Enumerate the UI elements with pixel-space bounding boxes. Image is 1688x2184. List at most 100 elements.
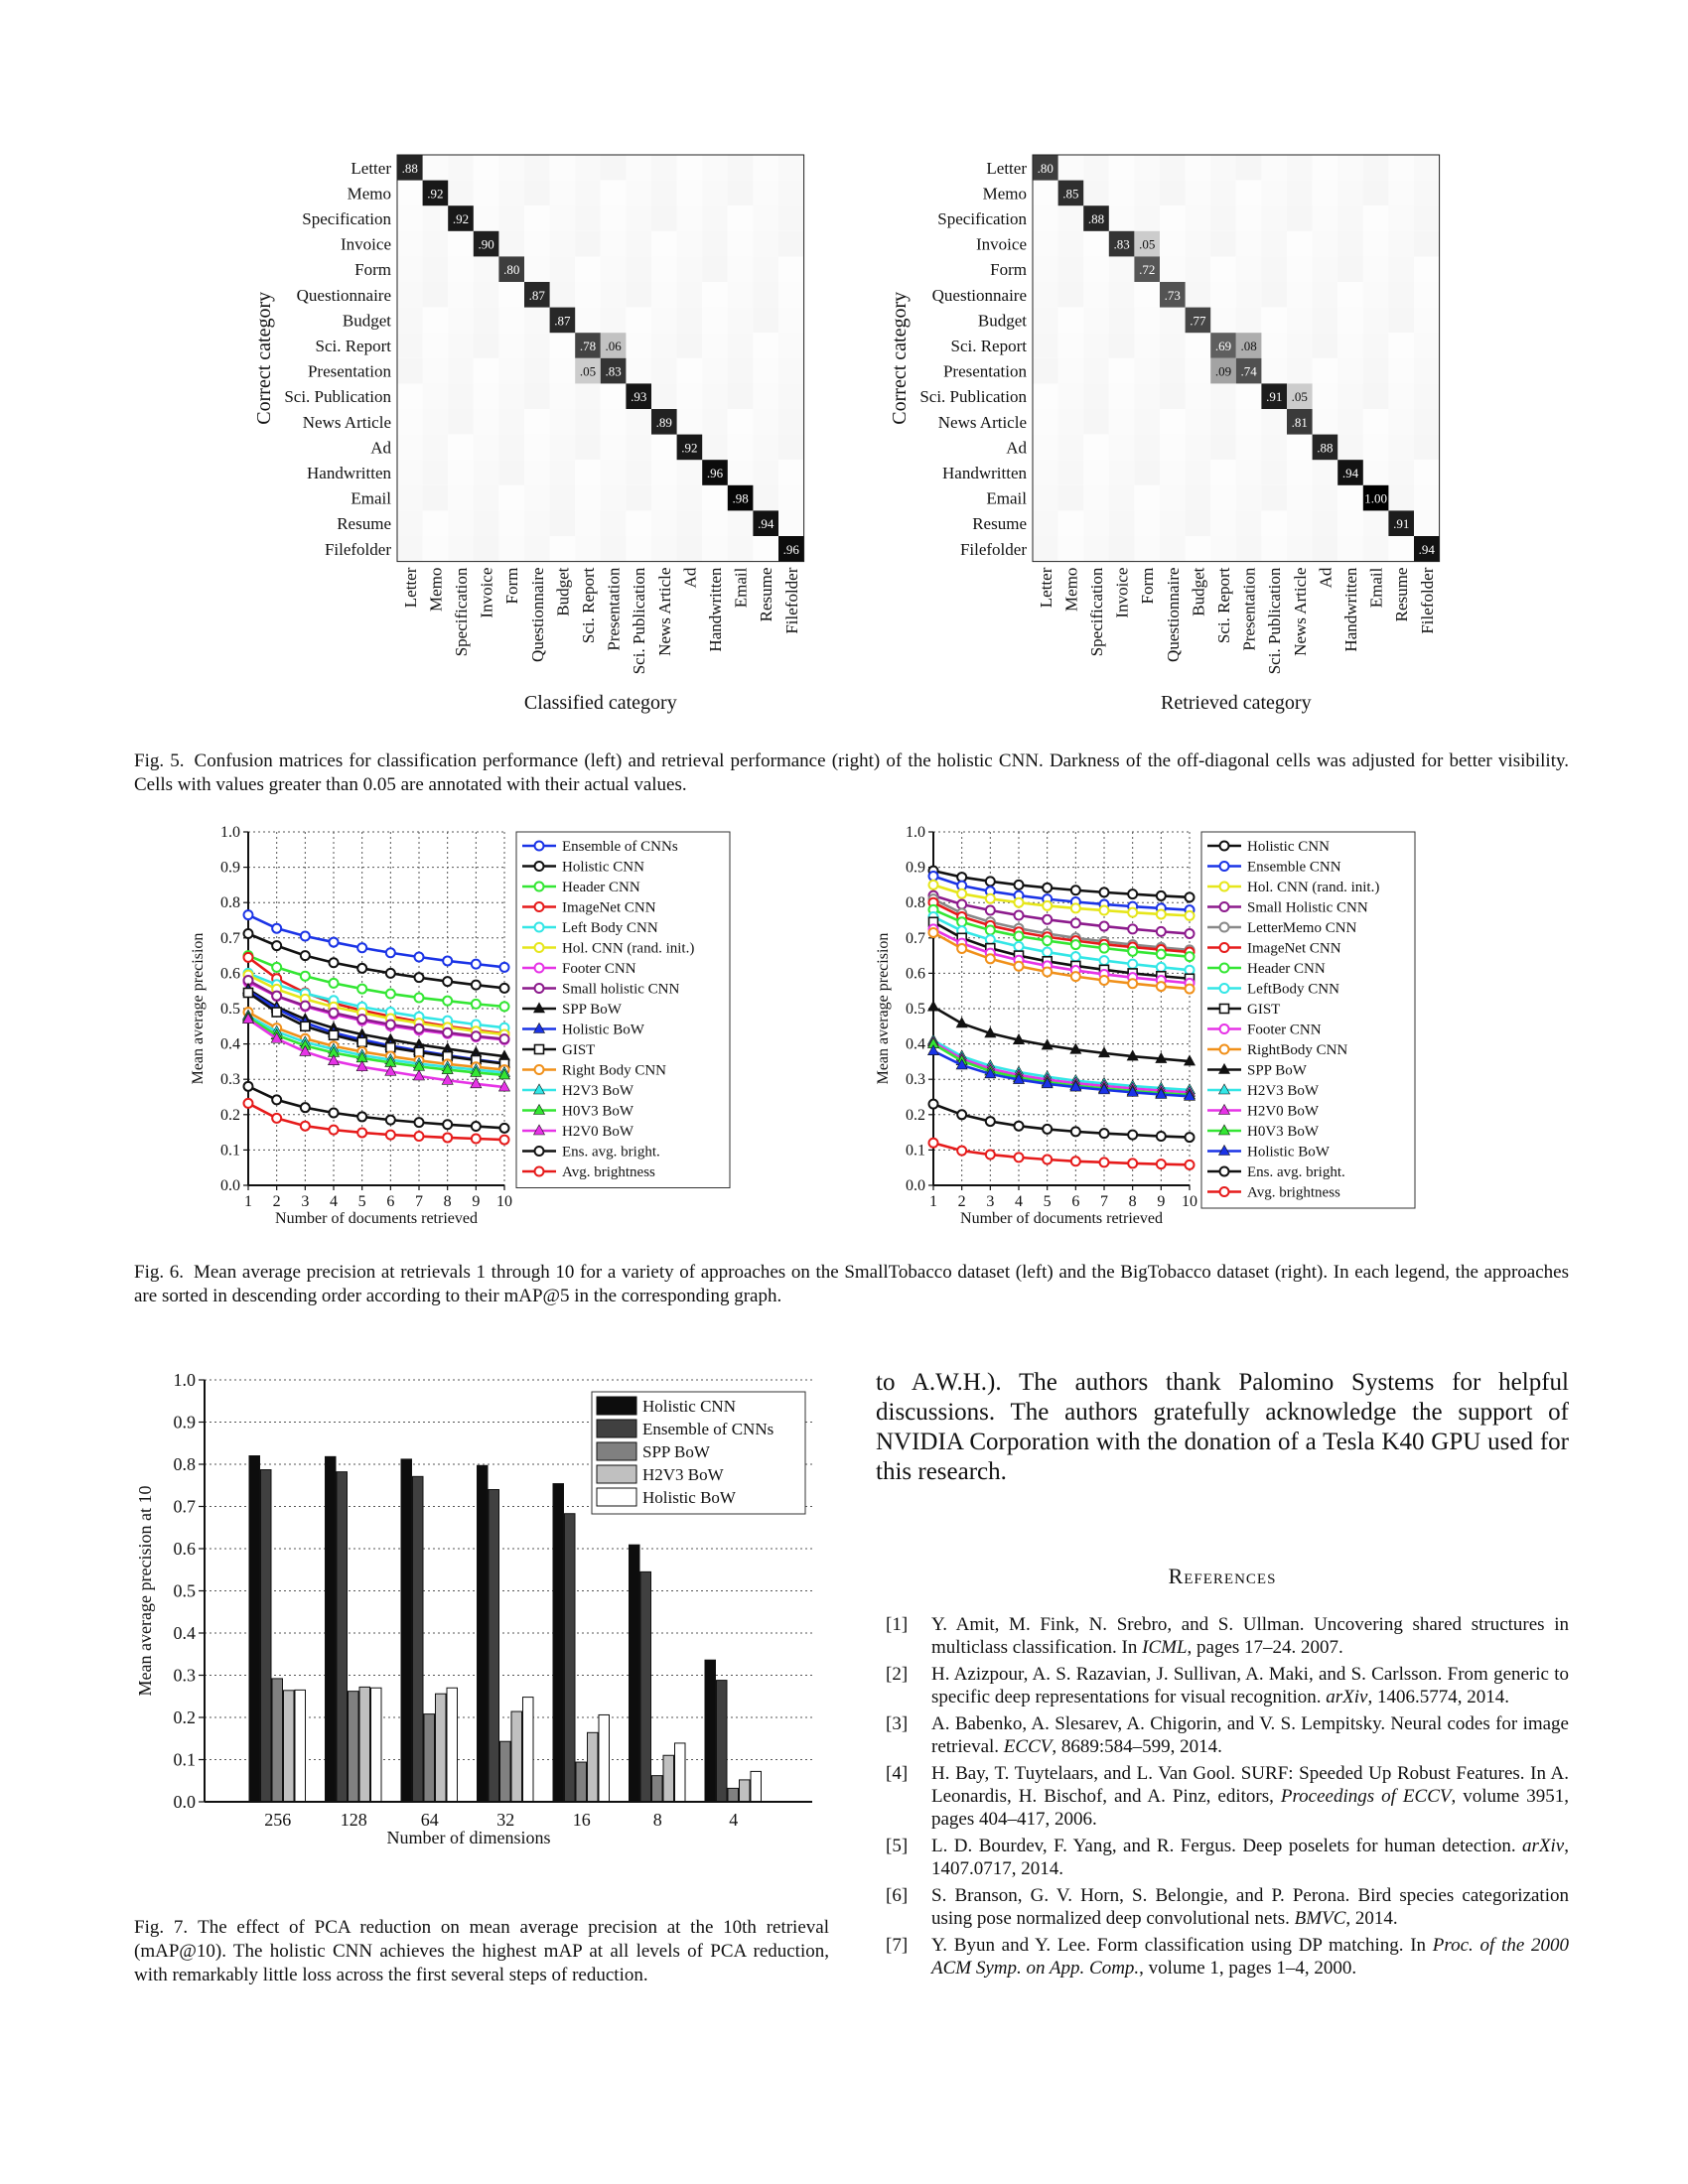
fig6-right-y-tick-label: 0.1 [906,1142,925,1159]
fig6-right-legend-label: Ensemble CNN [1247,860,1341,876]
fig6-left-legend-label: Left Body CNN [562,920,658,936]
cm-right-cell-value: .77 [1190,313,1206,328]
fig6-right-series-line [932,869,1191,899]
fig6-left-series-ens-avg-bright [242,1080,510,1134]
reference-item: [1] Y. Amit, M. Fink, N. Srebro, and S. U… [886,1613,1569,1659]
fig6-right-series-avg-brightness [927,1137,1196,1170]
cm-right-row-label: Handwritten [942,464,1027,482]
fig6-right-point [1127,1158,1139,1169]
fig6-left-point [413,1131,425,1143]
fig7-bar-holistic-bow [370,1687,382,1803]
fig6-right-legend-label: Small Holistic CNN [1247,900,1368,916]
fig7-bar-h2v3-bow [358,1686,370,1803]
fig6-right-point [1155,1051,1168,1063]
fig6-right-legend-marker [1217,1083,1231,1095]
fig7-bar-holistic-cnn [400,1458,412,1803]
fig6-right-point [956,1145,968,1157]
fig6-left-legend-marker [532,1083,546,1095]
fig6-left-legend-label: Small holistic CNN [562,982,680,998]
fig6-left-point [299,1120,311,1132]
fig6-right-series-line [932,893,1191,935]
fig6-right-point [1155,925,1167,937]
fig7-y-tick-label: 0.4 [174,1623,197,1643]
cm-left-cell-value: .80 [503,262,519,277]
fig6-right-legend-label: LeftBody CNN [1247,982,1339,998]
fig7-bar-h2v3-bow [435,1693,447,1803]
fig6-left-point [384,1114,396,1126]
fig6-left-point [328,957,340,969]
cm-left-cell-value: .94 [758,516,774,531]
fig6-right-legend-marker [1217,1124,1231,1136]
fig6-right-point [984,1116,996,1128]
fig6-left-x-tick-label: 7 [415,1193,423,1210]
cm-right-col-label: Resume [1392,568,1411,622]
fig6-right-point [984,953,996,965]
fig6-left-point [413,992,425,1004]
fig6-right-legend-label: H2V3 BoW [1247,1083,1320,1099]
fig6-right-point [1013,1152,1025,1163]
reference-text: H. Azizpour, A. S. Razavian, J. Sullivan… [931,1663,1569,1708]
fig6-left-point [356,1014,368,1025]
reference-authors-title: A. Babenko, A. Slesarev, A. Chigorin, an… [931,1713,1569,1757]
fig6-left-x-tick-label: 5 [358,1193,366,1210]
fig6-left-legend-marker [533,921,545,933]
fig6-right-x-tick-label: 7 [1100,1193,1108,1210]
fig6-left-point [271,1112,283,1124]
fig6-left-point [470,958,482,970]
cm-left-cell [600,333,627,358]
fig6-right-point [1127,945,1139,957]
cm-left-cell-value: .78 [580,339,596,353]
fig7-bar-h2v3-bow [587,1731,599,1803]
fig6-right-point [1098,942,1110,954]
fig6-left-y-tick-label: 0.4 [220,1036,240,1053]
cm-left-cell-value: .89 [656,415,672,430]
reference-venue: BMVC [1294,1908,1346,1929]
cm-right-cell [1057,180,1084,206]
fig6-left-point [299,1044,312,1056]
cm-left-cell [651,409,677,435]
cm-right-cell-value: 1.00 [1364,491,1387,506]
fig6-right-point [1069,971,1081,983]
fig6-left-point [413,1023,425,1034]
cm-left-row-label: Specification [302,209,391,228]
fig6-right-point [1155,961,1167,973]
fig6-right-point [1098,887,1110,898]
fig6-left-legend-marker [533,1043,545,1055]
reference-item: [2] H. Azizpour, A. S. Razavian, J. Sulli… [886,1663,1569,1708]
fig6-right-y-tick-label: 0.4 [906,1036,925,1053]
cm-left-cell-value: .98 [732,491,748,506]
fig6-right-point [1155,908,1167,920]
fig6-left-point [470,1030,482,1042]
reference-text: S. Branson, G. V. Horn, S. Belongie, and… [931,1884,1569,1930]
fig6-right-point [1069,1042,1082,1054]
fig6-right-series-line [932,884,1191,917]
fig6-right-point [1127,978,1139,990]
reference-venue: arXiv [1326,1687,1368,1707]
fig6-left-point [327,1054,341,1065]
reference-item: [6] S. Branson, G. V. Horn, S. Belongie, … [886,1884,1569,1930]
fig6-right-series-line [932,908,1191,958]
fig6-right-legend-label: Footer CNN [1247,1023,1322,1038]
fig6-left-legend-label: Hol. CNN (rand. init.) [562,941,694,957]
fig6-left-point [242,909,254,921]
reference-authors-title: H. Azizpour, A. S. Razavian, J. Sullivan… [931,1664,1569,1707]
fig6-left-y-tick-label: 0.7 [220,930,240,947]
cm-right-col-label: Questionnaire [1164,568,1183,662]
reference-text: Y. Byun and Y. Lee. Form classification … [931,1934,1569,1979]
fig6-right-series-line [932,1102,1191,1139]
cm-left-cell [676,434,703,461]
pca-bar-chart: 0.0 0.1 0.2 0.3 0.4 0.5 0.6 0.7 0.8 0.9 1.0 256 128 6… [135,1370,812,1847]
fig6-right-point [1013,879,1025,890]
fig6-left-legend-label: Ensemble of CNNs [562,839,678,855]
fig6-right-legend-label: Avg. brightness [1247,1185,1340,1201]
fig6-left-legend-label: GIST [562,1042,595,1058]
fig6-left-legend-marker [532,1103,546,1115]
fig6-left-point [328,977,340,989]
reference-details: , pages 17–24. 2007. [1187,1637,1343,1658]
fig7-x-tick-label: 32 [496,1810,514,1830]
fig7-legend-label: SPP BoW [642,1442,711,1461]
cm-left-row-label: Sci. Publication [284,387,391,406]
reference-text: H. Bay, T. Tuytelaars, and L. Van Gool. … [931,1762,1569,1831]
cm-right-cell [1235,333,1262,358]
fig7-x-tick-label: 4 [729,1810,738,1830]
